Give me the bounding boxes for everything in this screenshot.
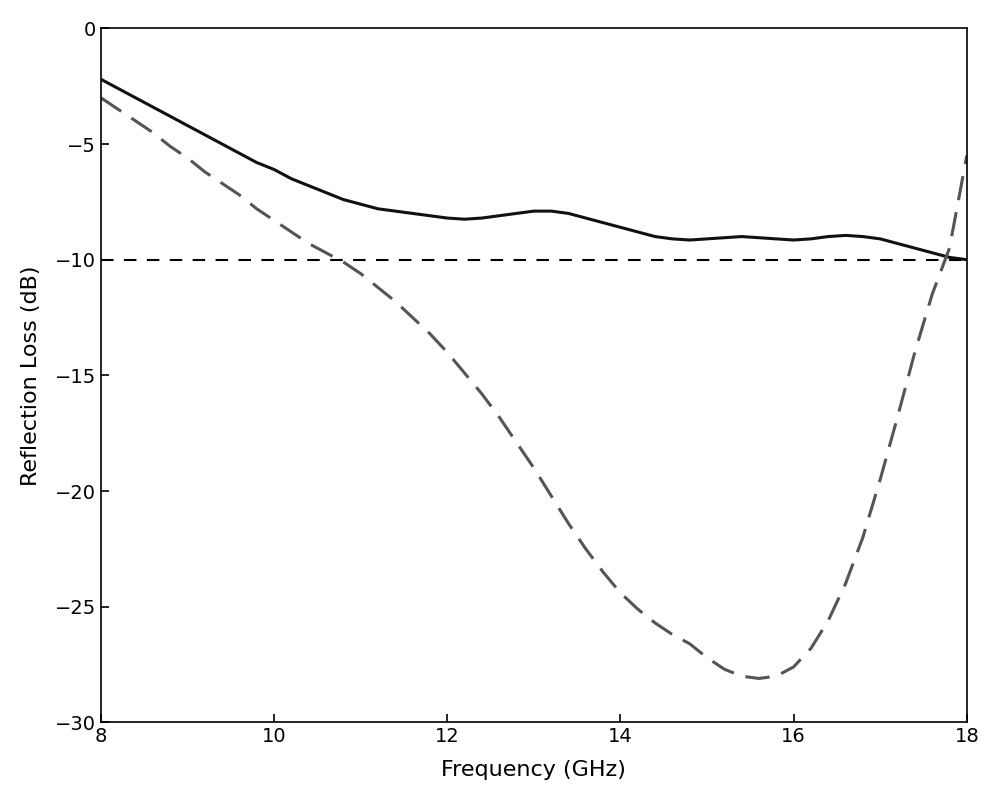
Y-axis label: Reflection Loss (dB): Reflection Loss (dB) (21, 265, 41, 485)
X-axis label: Frequency (GHz): Frequency (GHz) (441, 760, 626, 780)
